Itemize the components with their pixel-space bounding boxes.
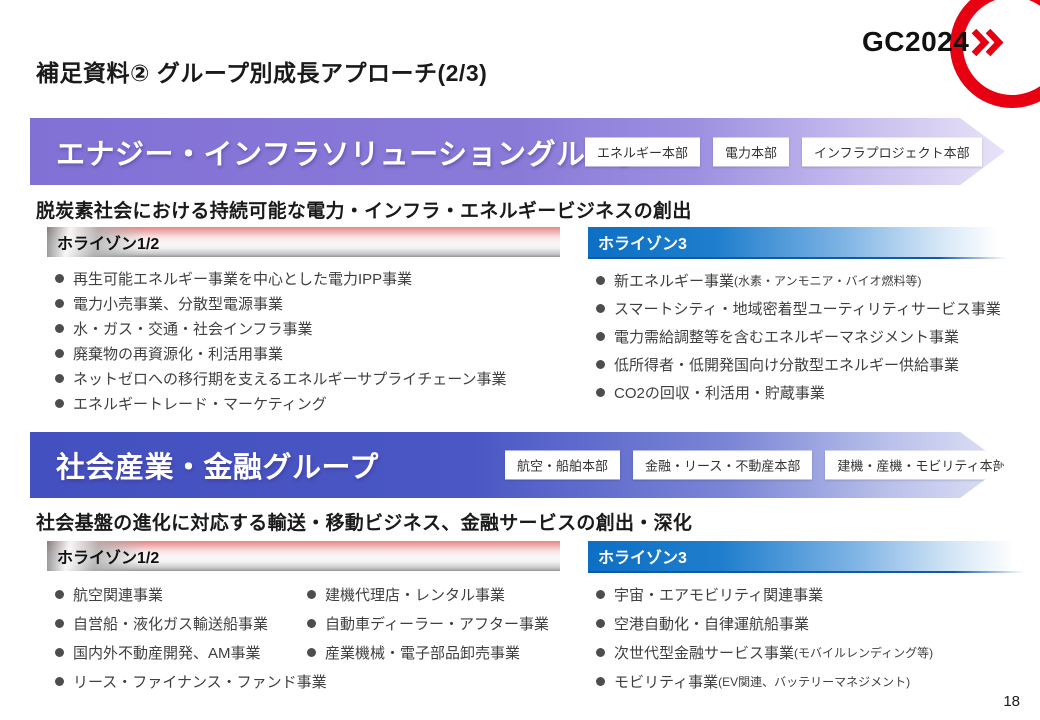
group2-title: 社会産業・金融グループ [56,452,379,484]
bullet-icon [55,399,64,408]
division-tag: 航空・船舶本部 [505,450,621,480]
group1-horizon12-list: 再生可能エネルギー事業を中心とした電力IPP事業 電力小売事業、分散型電源事業 水・… [47,266,560,416]
gc2024-logo-text: GC2024 [862,26,970,57]
list-item: 新エネルギー事業 (水素・アンモニア・バイオ燃料等) [596,266,1015,294]
group2-horizon12-list-2: 建機代理店・レンタル事業 自動車ディーラー・アフター事業 産業機械・電子部品卸売事業 [299,580,549,696]
bullet-icon [55,299,64,308]
bullet-icon [307,590,316,599]
bullet-icon [55,349,64,358]
list-item: 電力需給調整等を含むエネルギーマネジメント事業 [596,322,1015,350]
bullet-icon [596,590,605,599]
bullet-icon [55,274,64,283]
group2-banner: 社会産業・金融グループ 航空・船舶本部 金融・リース・不動産本部 建機・産機・モビリ… [30,432,1005,498]
group1-horizon3-list: 新エネルギー事業 (水素・アンモニア・バイオ燃料等) スマートシティ・地域密着型ユー… [588,266,1015,406]
group2-horizon12-header: ホライゾン1/2 [47,541,560,571]
list-item: 自動車ディーラー・アフター事業 [307,609,549,638]
bullet-icon [307,619,316,628]
division-tag: 電力本部 [713,137,790,166]
group1-horizon12-header: ホライゾン1/2 [47,227,560,257]
group1-division-tags: エネルギー本部 電力本部 インフラプロジェクト本部 [585,137,982,166]
list-item: 産業機械・電子部品卸売事業 [307,638,549,667]
list-item: 廃棄物の再資源化・利活用事業 [55,341,560,366]
bullet-icon [55,590,64,599]
list-item: 国内外不動産開発、AM事業 [55,638,299,667]
bullet-icon [596,331,605,341]
group2-horizon12-lists: 航空関連事業 自営船・液化ガス輸送船事業 国内外不動産開発、AM事業 リース・ファイナ… [47,571,560,696]
bullet-icon [596,275,605,285]
division-tag: 建機・産機・モビリティ本部 [825,450,1005,480]
division-tag: エネルギー本部 [585,137,701,166]
list-item: リース・ファイナンス・ファンド事業 [55,667,327,696]
division-tag: インフラプロジェクト本部 [802,137,982,166]
group1-horizon12-column: ホライゾン1/2 再生可能エネルギー事業を中心とした電力IPP事業 電力小売事業、… [47,227,560,416]
list-item: 電力小売事業、分散型電源事業 [55,291,560,316]
gc2024-logo: GC2024 [862,26,1007,58]
bullet-icon [596,359,605,369]
list-item: CO2の回収・利活用・貯蔵事業 [596,378,1015,406]
list-item: 水・ガス・交通・社会インフラ事業 [55,316,560,341]
group2-horizon3-column: ホライゾン3 宇宙・エアモビリティ関連事業 空港自動化・自律運航船事業 次世代型金融… [588,541,1033,696]
list-item: 宇宙・エアモビリティ関連事業 [596,580,1033,609]
bullet-icon [596,303,605,313]
bullet-icon [596,648,605,657]
division-tag: 金融・リース・不動産本部 [633,450,813,480]
bullet-icon [596,619,605,628]
horizon3-label: ホライゾン3 [598,236,687,253]
list-item: 自営船・液化ガス輸送船事業 [55,609,299,638]
group1-title: エナジー・インフラソリューショングループ [56,138,643,171]
list-item: 空港自動化・自律運航船事業 [596,609,1033,638]
bullet-icon [596,677,605,686]
page-title: 補足資料② グループ別成長アプローチ(2/3) [36,60,488,86]
bullet-icon [55,677,64,686]
horizon12-label: ホライゾン1/2 [57,550,160,567]
bullet-icon [596,387,605,397]
bullet-icon [55,648,64,657]
page-number: 18 [1003,693,1020,710]
list-item: 次世代型金融サービス事業 (モバイルレンディング等) [596,638,1033,667]
list-item: 航空関連事業 [55,580,299,609]
list-item: エネルギートレード・マーケティング [55,391,560,416]
list-item: 低所得者・低開発国向け分散型エネルギー供給事業 [596,350,1015,378]
list-item: スマートシティ・地域密着型ユーティリティサービス事業 [596,294,1015,322]
group2-division-tags: 航空・船舶本部 金融・リース・不動産本部 建機・産機・モビリティ本部 [505,450,1005,480]
group1-horizon3-column: ホライゾン3 新エネルギー事業 (水素・アンモニア・バイオ燃料等) スマートシティ・… [588,227,1015,406]
group2-horizon12-list-1: 航空関連事業 自営船・液化ガス輸送船事業 国内外不動産開発、AM事業 リース・ファイナ… [47,580,327,696]
group1-banner: エナジー・インフラソリューショングループ エネルギー本部 電力本部 インフラプロジェ… [30,118,1005,185]
double-chevron-icon [971,28,1007,56]
horizon12-label: ホライゾン1/2 [57,236,160,253]
list-item: モビリティ事業 (EV関連、バッテリーマネジメント) [596,667,1033,696]
list-item: 建機代理店・レンタル事業 [307,580,549,609]
group2-horizon3-header: ホライゾン3 [588,541,1033,573]
list-item: 再生可能エネルギー事業を中心とした電力IPP事業 [55,266,560,291]
horizon3-label: ホライゾン3 [598,550,687,567]
group2-horizon3-list: 宇宙・エアモビリティ関連事業 空港自動化・自律運航船事業 次世代型金融サービス事業(… [588,580,1033,696]
group1-subtitle: 脱炭素社会における持続可能な電力・インフラ・エネルギービジネスの創出 [36,201,692,222]
bullet-icon [307,648,316,657]
bullet-icon [55,324,64,333]
group2-subtitle: 社会基盤の進化に対応する輸送・移動ビジネス、金融サービスの創出・深化 [36,513,693,534]
bullet-icon [55,619,64,628]
group1-horizon3-header: ホライゾン3 [588,227,1015,259]
group2-horizon12-column: ホライゾン1/2 航空関連事業 自営船・液化ガス輸送船事業 国内外不動産開発、AM事… [47,541,560,696]
list-item: ネットゼロへの移行期を支えるエネルギーサプライチェーン事業 [55,366,560,391]
bullet-icon [55,374,64,383]
